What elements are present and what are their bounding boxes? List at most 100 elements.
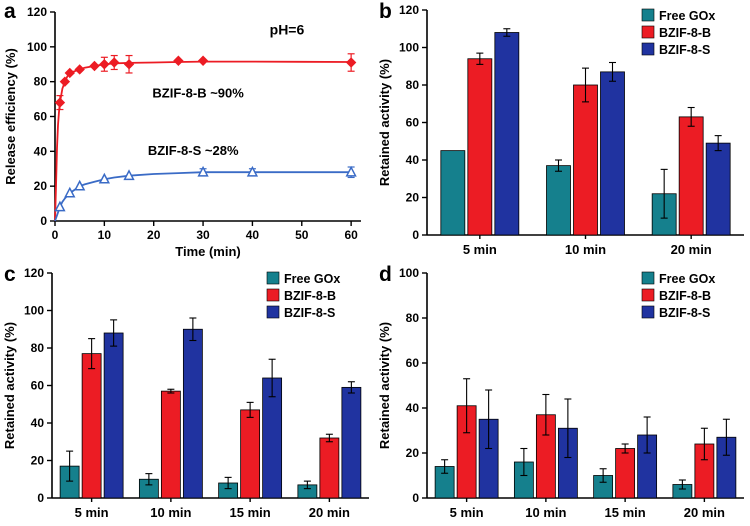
legend-label: BZIF-8-B <box>284 289 336 303</box>
panel-b: b 0 20 40 60 80 100 120 Retained activity (%) 5 … <box>375 0 750 263</box>
y-tick-label: 0 <box>412 491 419 505</box>
bar-BZIF-8-S <box>341 386 362 499</box>
y-tick-label: 20 <box>34 179 48 193</box>
marker-diamond <box>59 76 71 87</box>
category-label: 20 min <box>671 242 712 257</box>
x-tick-label: 60 <box>344 228 358 242</box>
category-label: 5 min <box>463 242 497 257</box>
marker-triangle <box>197 165 209 177</box>
legend-label: Free GOx <box>659 272 715 286</box>
legend-label: BZIF-8-S <box>284 306 335 320</box>
category-label: 20 min <box>684 505 725 520</box>
series-line-BZIF-8-S <box>54 171 352 222</box>
panel-a: a 0 20 40 60 80 100 120 0 10 20 30 40 50 60 Time (min)… <box>0 0 375 263</box>
category-label: 5 min <box>450 505 484 520</box>
bar-BZIF-8-S <box>103 332 124 499</box>
legend-swatch-BZIF-8-B <box>641 288 655 302</box>
legend-swatch-BZIF-8-S <box>641 305 655 319</box>
legend-label: BZIF-8-S <box>659 43 710 57</box>
y-tick-label: 120 <box>399 3 419 17</box>
marker-diamond <box>64 67 76 79</box>
y-tick-label: 100 <box>399 41 419 55</box>
release-efficiency-line-chart: 0 20 40 60 80 100 120 0 10 20 30 40 50 60 Time (min) Re… <box>3 5 361 259</box>
x-tick-label: 30 <box>196 228 210 242</box>
marker-diamond <box>173 55 184 66</box>
marker-diamond <box>74 64 85 75</box>
marker-diamond <box>197 55 209 66</box>
legend-swatch-BZIF-8-S <box>641 42 655 56</box>
y-tick-label: 0 <box>412 228 419 242</box>
y-tick-label: 0 <box>40 214 47 228</box>
y-tick-label: 40 <box>31 416 45 430</box>
category-label: 10 min <box>150 505 191 520</box>
y-tick-label: 80 <box>406 78 420 92</box>
y-tick-label: 20 <box>31 454 45 468</box>
panel-label-a: a <box>4 0 16 23</box>
bar-BZIF-8-S <box>705 142 731 236</box>
y-tick-label: 60 <box>31 379 45 393</box>
category-label: 15 min <box>605 505 646 520</box>
marker-triangle <box>123 169 135 181</box>
y-tick-label: 120 <box>24 266 44 280</box>
legend-swatch-BZIF-8-B <box>266 288 280 302</box>
marker-diamond <box>54 97 66 108</box>
marker-triangle <box>345 165 357 177</box>
bar-Free GOx <box>440 150 466 236</box>
y-tick-label: 40 <box>34 144 48 158</box>
y-tick-label: 40 <box>406 401 420 415</box>
y-tick-label: 60 <box>34 110 48 124</box>
retained-activity-bar-chart-c: 0 20 40 60 80 100 120 Retained activity (%) 5 mi… <box>2 266 369 520</box>
category-label: 10 min <box>525 505 566 520</box>
bar-BZIF-8-B <box>319 437 340 499</box>
y-tick-label: 120 <box>27 5 47 19</box>
y-tick-label: 20 <box>406 191 420 205</box>
bar-BZIF-8-S <box>600 71 625 236</box>
bar-BZIF-8-B <box>467 58 493 236</box>
panel-d: d 0 20 40 60 80 100 Retained activity (%) 5 min… <box>375 263 750 526</box>
y-tick-label: 80 <box>406 311 420 325</box>
y-tick-label: 100 <box>27 40 47 54</box>
marker-diamond <box>345 57 357 68</box>
y-tick-label: 40 <box>406 153 420 167</box>
x-tick-label: 20 <box>147 228 161 242</box>
bar-BZIF-8-B <box>678 116 704 236</box>
marker-diamond <box>89 60 100 72</box>
marker-triangle <box>74 179 86 191</box>
y-tick-label: 20 <box>406 446 420 460</box>
category-label: 5 min <box>75 505 109 520</box>
y-axis-label: Retained activity (%) <box>377 59 392 186</box>
y-tick-label: 60 <box>406 356 420 370</box>
annotation: BZIF-8-S ~28% <box>148 143 239 158</box>
panel-label-c: c <box>4 263 16 286</box>
marker-diamond <box>123 59 135 70</box>
bar-BZIF-8-B <box>240 409 261 499</box>
x-tick-label: 0 <box>52 228 59 242</box>
retained-activity-bar-chart-d: 0 20 40 60 80 100 Retained activity (%) 5 min 10… <box>377 266 744 520</box>
category-label: 20 min <box>309 505 350 520</box>
y-tick-label: 80 <box>31 341 45 355</box>
x-tick-label: 40 <box>246 228 260 242</box>
legend-label: BZIF-8-B <box>659 26 711 40</box>
category-label: 10 min <box>565 242 606 257</box>
bar-Free GOx <box>546 165 571 236</box>
y-tick-label: 0 <box>37 491 44 505</box>
bar-BZIF-8-B <box>160 390 181 499</box>
marker-diamond <box>109 57 120 68</box>
annotation: BZIF-8-B ~90% <box>152 85 244 100</box>
bar-BZIF-8-B <box>615 448 636 499</box>
retained-activity-bar-chart-b: 0 20 40 60 80 100 120 Retained activity (%) 5 mi… <box>377 3 744 257</box>
marker-triangle <box>54 200 66 212</box>
annotation: pH=6 <box>270 22 305 38</box>
y-axis-label: Retained activity (%) <box>377 322 392 449</box>
panel-label-b: b <box>379 0 392 23</box>
bar-BZIF-8-B <box>573 84 598 236</box>
y-tick-label: 100 <box>24 304 44 318</box>
legend-label: BZIF-8-B <box>659 289 711 303</box>
x-tick-label: 50 <box>295 228 309 242</box>
marker-diamond <box>99 59 110 70</box>
category-label: 15 min <box>230 505 271 520</box>
x-axis-label: Time (min) <box>175 244 241 259</box>
legend-label: BZIF-8-S <box>659 306 710 320</box>
marker-triangle <box>246 165 259 177</box>
